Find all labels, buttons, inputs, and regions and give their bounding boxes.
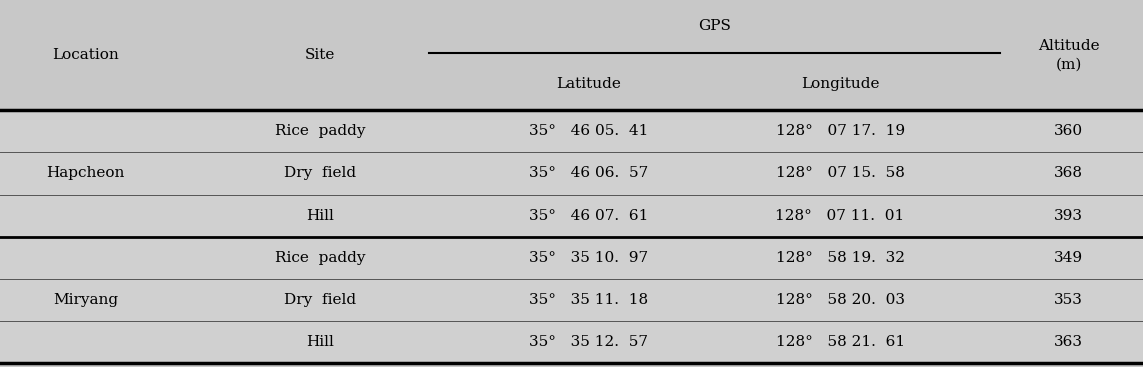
Text: Site: Site [305, 48, 335, 62]
Text: Hapcheon: Hapcheon [47, 166, 125, 181]
Text: 128°   07 11.  01: 128° 07 11. 01 [775, 208, 905, 223]
Bar [0, 195, 1143, 237]
Text: 363: 363 [1054, 335, 1084, 349]
Text: Altitude
(m): Altitude (m) [1038, 39, 1100, 71]
Bar [0, 363, 1143, 367]
Text: 35°   46 06.  57: 35° 46 06. 57 [529, 166, 648, 181]
Text: 35°   46 05.  41: 35° 46 05. 41 [529, 124, 648, 138]
Text: Rice  paddy: Rice paddy [274, 124, 366, 138]
Text: Location: Location [53, 48, 119, 62]
Text: Hill: Hill [306, 335, 334, 349]
Text: 393: 393 [1054, 208, 1084, 223]
Text: 128°   58 21.  61: 128° 58 21. 61 [776, 335, 904, 349]
Text: 360: 360 [1054, 124, 1084, 138]
Text: 128°   07 17.  19: 128° 07 17. 19 [776, 124, 904, 138]
Bar [0, 237, 1143, 279]
Text: GPS: GPS [698, 19, 730, 33]
Bar [0, 321, 1143, 363]
Text: Longitude: Longitude [801, 77, 879, 91]
Bar [0, 279, 1143, 321]
Text: 128°   07 15.  58: 128° 07 15. 58 [776, 166, 904, 181]
Bar [0, 152, 1143, 195]
Text: 349: 349 [1054, 251, 1084, 265]
Text: 353: 353 [1054, 293, 1084, 307]
Text: 128°   58 20.  03: 128° 58 20. 03 [776, 293, 904, 307]
Text: Hill: Hill [306, 208, 334, 223]
Text: Rice  paddy: Rice paddy [274, 251, 366, 265]
Text: Dry  field: Dry field [283, 166, 357, 181]
Text: 35°   35 11.  18: 35° 35 11. 18 [529, 293, 648, 307]
Text: 35°   35 12.  57: 35° 35 12. 57 [529, 335, 648, 349]
Text: Dry  field: Dry field [283, 293, 357, 307]
Text: 128°   58 19.  32: 128° 58 19. 32 [776, 251, 904, 265]
Bar [0, 110, 1143, 152]
Text: 368: 368 [1054, 166, 1084, 181]
Bar [0, 0, 1143, 110]
Text: Latitude: Latitude [557, 77, 621, 91]
Text: Miryang: Miryang [54, 293, 118, 307]
Text: 35°   46 07.  61: 35° 46 07. 61 [529, 208, 648, 223]
Text: 35°   35 10.  97: 35° 35 10. 97 [529, 251, 648, 265]
